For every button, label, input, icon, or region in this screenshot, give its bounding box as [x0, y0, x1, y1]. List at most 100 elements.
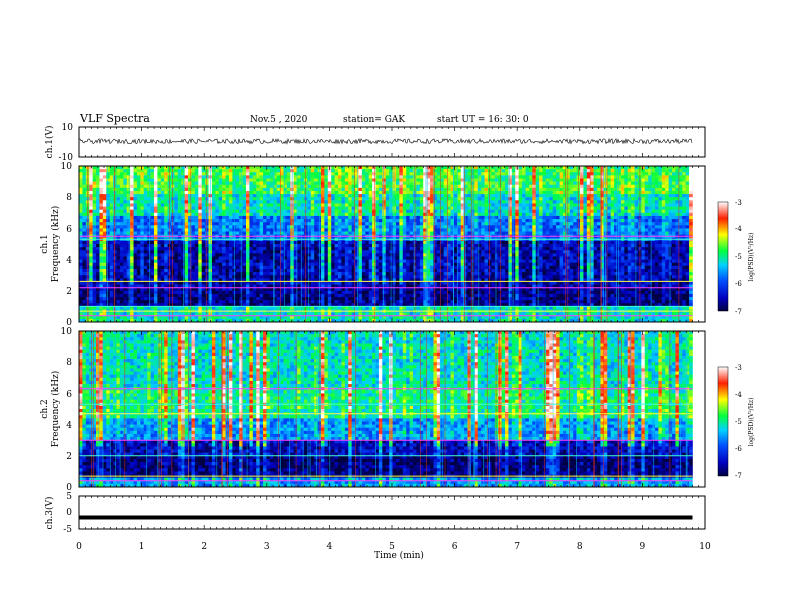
spectrogram-cell	[481, 175, 485, 178]
spectrogram-cell	[324, 182, 328, 185]
spectrogram-cell	[226, 203, 230, 206]
spectrogram-cell	[106, 197, 110, 200]
spectrogram-cell	[672, 210, 676, 213]
spectrogram-cell	[529, 169, 533, 172]
spectrogram-cell	[314, 172, 318, 175]
spectrogram-cell	[311, 244, 315, 247]
spectrogram-cell	[191, 169, 195, 172]
spectrogram-cell	[406, 185, 410, 188]
spectrogram-cell	[246, 188, 250, 191]
spectrogram-cell	[686, 213, 690, 216]
spectrogram-cell	[171, 188, 175, 191]
spectrogram-cell	[682, 225, 686, 228]
spectrogram-cell	[543, 166, 547, 169]
spectrogram-cell	[468, 228, 472, 231]
spectrogram-cell	[611, 200, 615, 203]
spectrogram-cell	[665, 203, 669, 206]
spectrogram-cell	[583, 222, 587, 225]
spectrogram-cell	[120, 210, 124, 213]
spectrogram-cell	[512, 222, 516, 225]
spectrogram-cell	[171, 185, 175, 188]
spectrogram-cell	[277, 222, 281, 225]
spectrogram-cell	[127, 232, 131, 235]
spectrogram-cell	[164, 188, 168, 191]
spectrogram-cell	[191, 225, 195, 228]
spectrogram-cell	[195, 188, 199, 191]
spectrogram-cell	[93, 232, 97, 235]
spectrogram-cell	[433, 247, 437, 250]
spectrogram-cell	[147, 250, 151, 253]
spectrogram-cell	[686, 232, 690, 235]
spectrogram-cell	[457, 216, 461, 219]
spectrogram-cell	[543, 175, 547, 178]
spectrogram-cell	[495, 213, 499, 216]
spectrogram-cell	[423, 244, 427, 247]
spectrogram-cell	[416, 182, 420, 185]
spectrogram-cell	[195, 244, 199, 247]
spectrogram-cell	[253, 213, 257, 216]
spectrogram-cell	[420, 225, 424, 228]
spectrogram-cell	[433, 197, 437, 200]
spectrogram-cell	[457, 207, 461, 210]
spectrogram-cell	[410, 197, 414, 200]
spectrogram-cell	[662, 191, 666, 194]
spectrogram-cell	[335, 250, 339, 253]
spectrogram-cell	[229, 216, 233, 219]
spectrogram-cell	[485, 191, 489, 194]
spectrogram-cell	[178, 166, 182, 169]
spectrogram-cell	[263, 219, 267, 222]
spectrogram-cell	[328, 244, 332, 247]
spectrogram-cell	[270, 219, 274, 222]
spectrogram-cell	[355, 232, 359, 235]
spectrogram-cell	[185, 250, 189, 253]
spectrogram-cell	[246, 169, 250, 172]
spectrogram-cell	[372, 225, 376, 228]
spectrogram-cell	[597, 225, 601, 228]
spectrogram-cell	[79, 172, 83, 175]
spectrogram-cell	[505, 169, 509, 172]
spectrogram-cell	[215, 232, 219, 235]
spectrogram-cell	[532, 207, 536, 210]
spectrogram-cell	[270, 185, 274, 188]
spectrogram-cell	[529, 175, 533, 178]
spectrogram-cell	[181, 200, 185, 203]
spectrogram-cell	[321, 247, 325, 250]
spectrogram-cell	[96, 247, 100, 250]
spectrogram-cell	[645, 182, 649, 185]
spectrogram-cell	[99, 200, 103, 203]
spectrogram-cell	[222, 247, 226, 250]
spectrogram-cell	[495, 191, 499, 194]
spectrogram-cell	[433, 213, 437, 216]
spectrogram-cell	[134, 222, 138, 225]
spectrogram-cell	[348, 250, 352, 253]
spectrogram-cell	[157, 250, 161, 253]
spectrogram-cell	[379, 191, 383, 194]
spectrogram-cell	[491, 197, 495, 200]
spectrogram-cell	[416, 191, 420, 194]
spectrogram-cell	[338, 207, 342, 210]
spectrogram-cell	[430, 188, 434, 191]
spectrogram-cell	[437, 197, 441, 200]
spectrogram-cell	[307, 207, 311, 210]
spectrogram-cell	[232, 178, 236, 181]
spectrogram-cell	[590, 232, 594, 235]
spectrogram-cell	[396, 191, 400, 194]
spectrogram-cell	[560, 200, 564, 203]
spectrogram-cell	[607, 228, 611, 231]
spectrogram-cell	[399, 191, 403, 194]
spectrogram-cell	[583, 185, 587, 188]
spectrogram-cell	[532, 228, 536, 231]
spectrogram-cell	[662, 197, 666, 200]
spectrogram-cell	[566, 182, 570, 185]
spectrogram-cell	[99, 216, 103, 219]
spectrogram-cell	[474, 200, 478, 203]
spectrogram-cell	[355, 200, 359, 203]
spectrogram-cell	[495, 247, 499, 250]
spectrogram-cell	[631, 241, 635, 244]
spectrogram-cell	[515, 219, 519, 222]
spectrogram-cell	[164, 182, 168, 185]
spectrogram-cell	[96, 197, 100, 200]
spectrogram-cell	[185, 228, 189, 231]
spectrogram-cell	[324, 241, 328, 244]
spectrogram-cell	[437, 232, 441, 235]
